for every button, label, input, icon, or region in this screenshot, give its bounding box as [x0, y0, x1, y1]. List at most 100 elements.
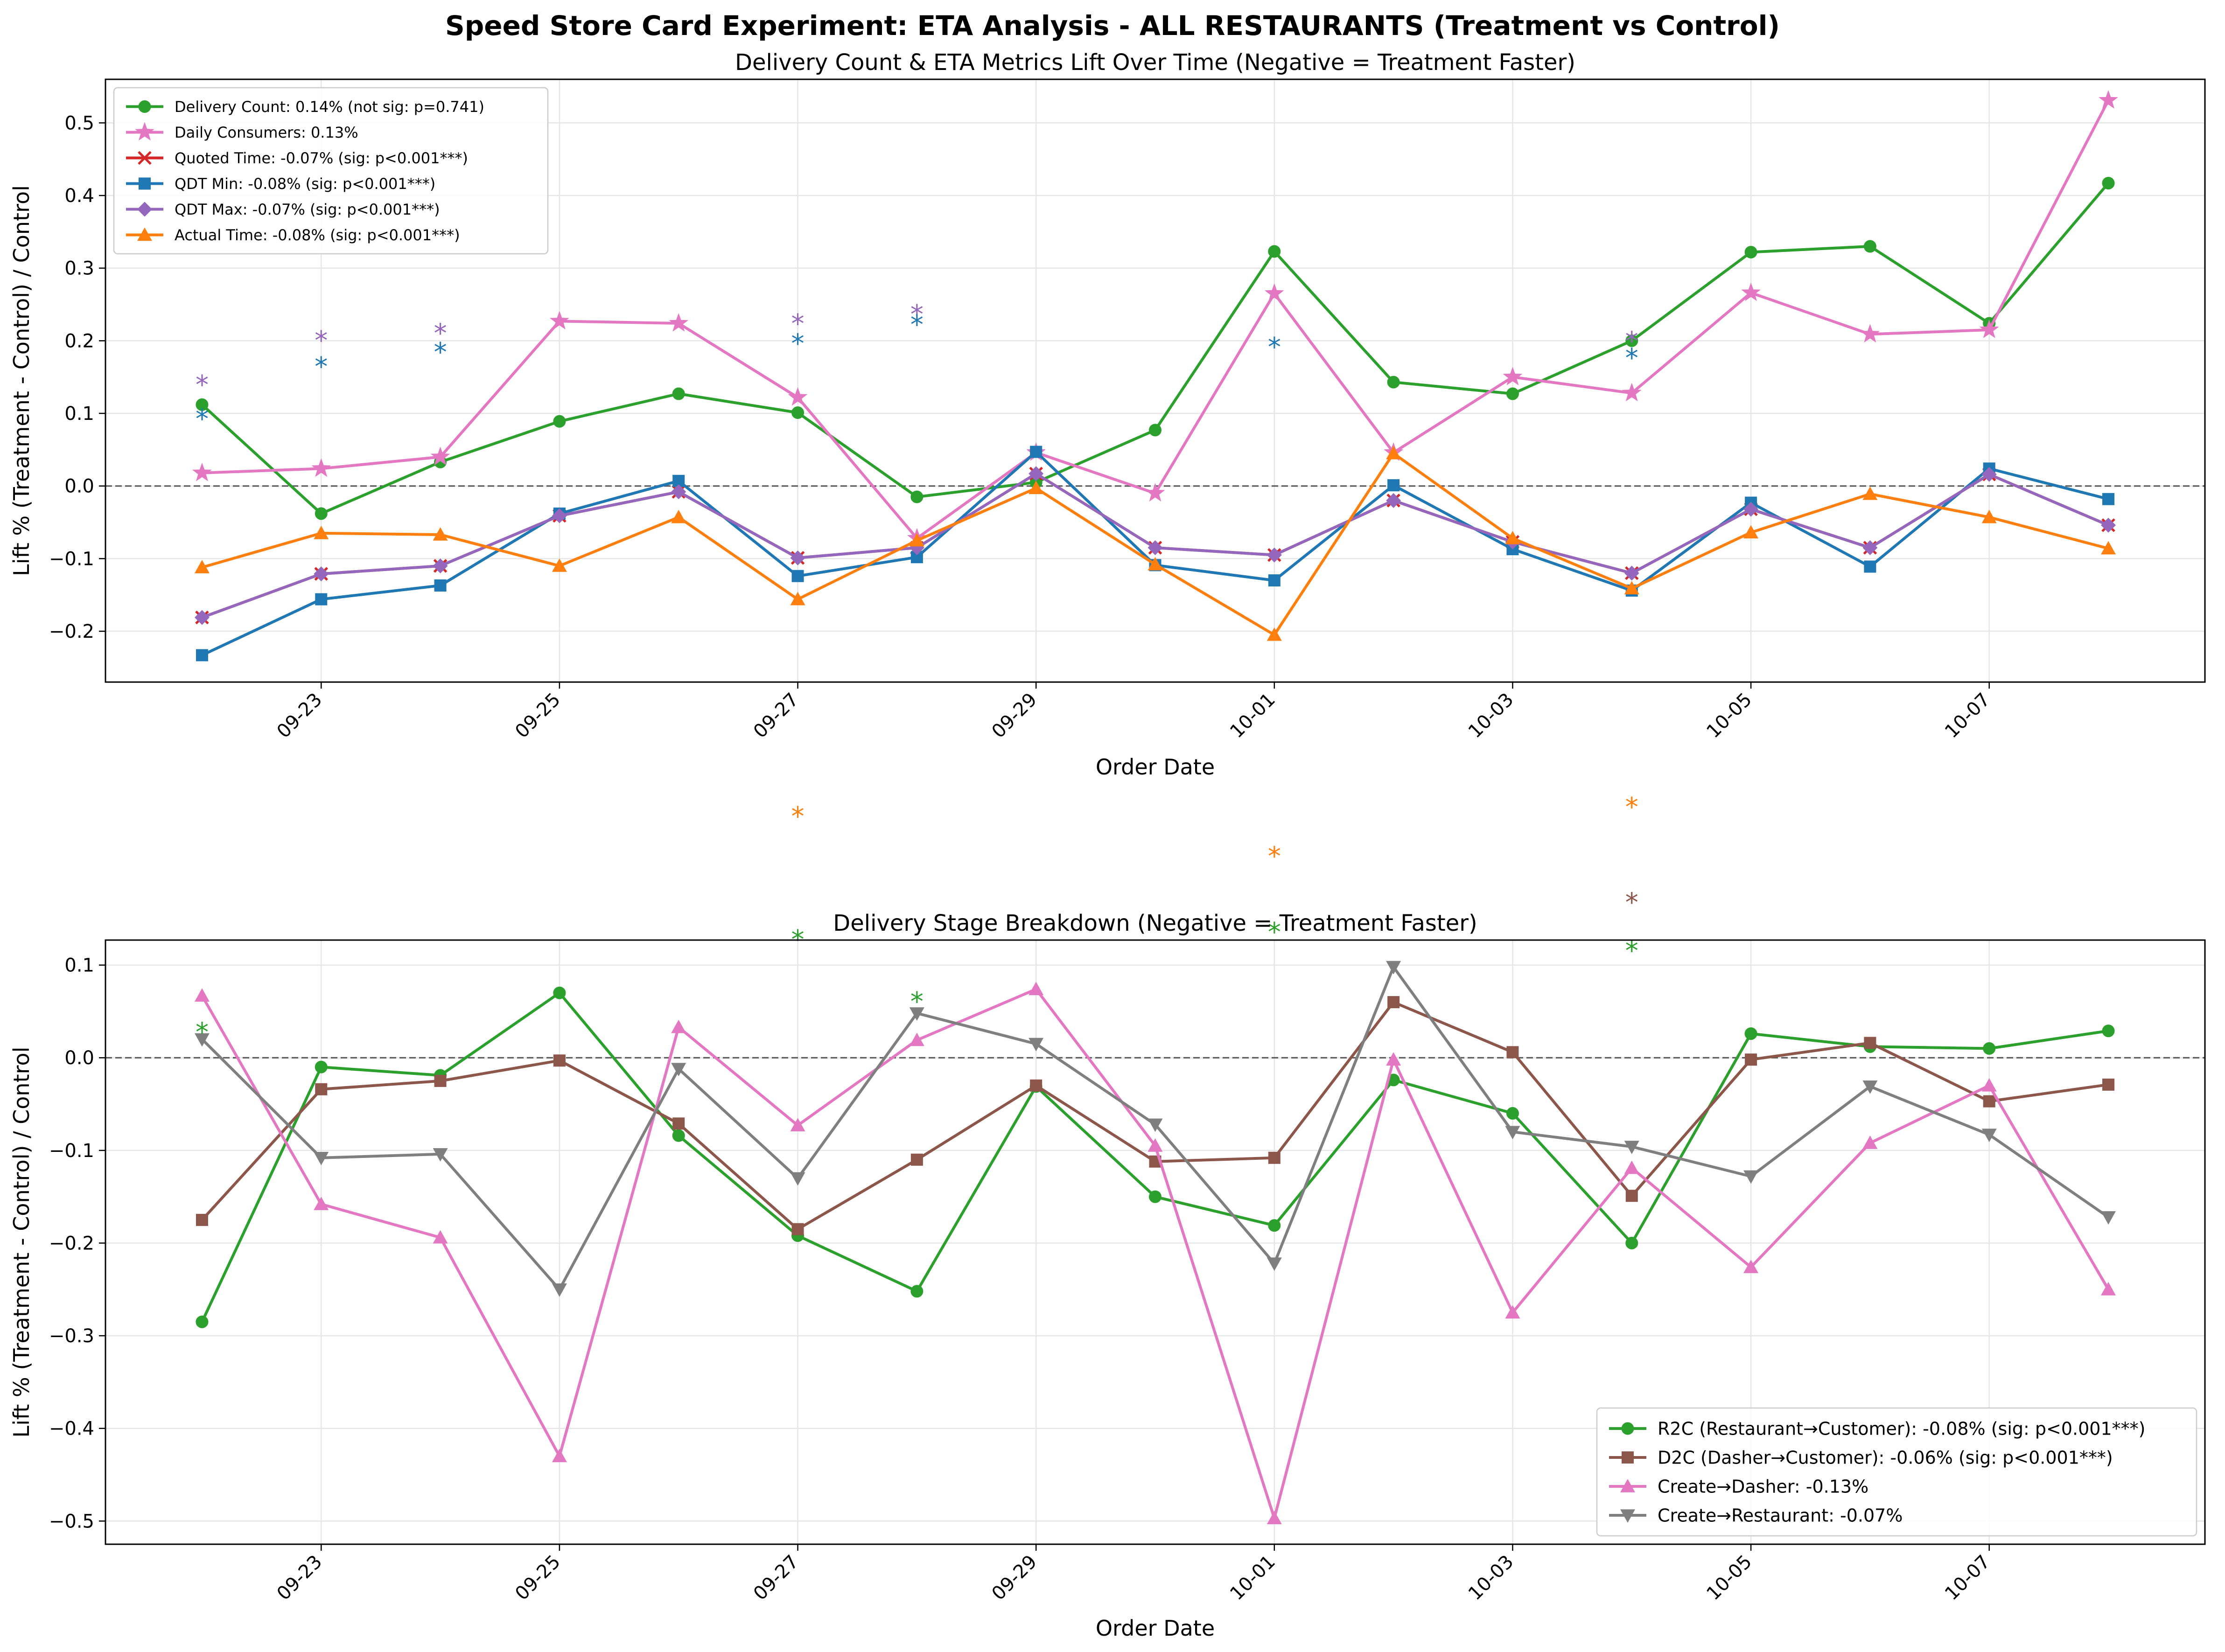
series-3: [194, 961, 2116, 1297]
data-point: [434, 579, 447, 592]
significance-star: *: [791, 309, 805, 339]
significance-star: *: [1268, 841, 1281, 871]
data-point: [1147, 557, 1163, 571]
series-2: [194, 982, 2116, 1525]
data-point: [433, 1148, 448, 1162]
significance-star: *: [910, 310, 924, 340]
legend-marker: [1621, 1422, 1634, 1435]
series-5: [194, 446, 2116, 641]
legend-marker: [137, 227, 152, 241]
data-point: [434, 1074, 447, 1087]
data-point: [1386, 961, 1401, 975]
data-point: [909, 533, 924, 547]
legend-label: R2C (Restaurant→Customer): -0.08% (sig: …: [1658, 1419, 2145, 1439]
data-point: [1266, 547, 1282, 563]
data-point: [194, 988, 210, 1002]
data-point: [1149, 1190, 1161, 1203]
data-point: [1624, 1141, 1639, 1154]
data-point: [433, 527, 448, 541]
legend-label: QDT Min: -0.08% (sig: p<0.001***): [175, 175, 435, 193]
data-point: [790, 1172, 805, 1186]
data-point: [433, 1230, 448, 1244]
data-point: [671, 509, 686, 523]
significance-star: *: [315, 352, 328, 382]
data-point: [1505, 1126, 1520, 1140]
data-point: [2102, 1025, 2115, 1038]
legend: R2C (Restaurant→Customer): -0.08% (sig: …: [1596, 1407, 2197, 1537]
data-point: [552, 558, 567, 572]
figure-title: Speed Store Card Experiment: ETA Analysi…: [445, 10, 1780, 42]
legend-marker: [1622, 1451, 1634, 1464]
legend-label: Delivery Count: 0.14% (not sig: p=0.741): [175, 98, 484, 116]
data-point: [1743, 1170, 1759, 1184]
data-point: [315, 507, 328, 520]
data-point: [2101, 517, 2116, 533]
data-point: [1625, 1236, 1638, 1249]
series-1: [196, 996, 2115, 1235]
data-point: [314, 525, 329, 539]
axes-frame: [105, 78, 2206, 683]
significance-star: *: [196, 404, 209, 434]
legend-marker: [138, 151, 152, 165]
y-tick-label: 0.4: [64, 185, 94, 207]
y-tick-label: 0.1: [64, 955, 94, 976]
data-point: [1386, 493, 1401, 508]
data-point: [194, 1033, 210, 1047]
data-point: [1506, 1046, 1519, 1059]
data-point: [553, 1054, 566, 1067]
data-point: [1266, 1511, 1282, 1525]
data-point: [1981, 509, 1997, 523]
chart-title: Delivery Count & ETA Metrics Lift Over T…: [735, 49, 1575, 76]
significance-star: *: [1268, 917, 1281, 948]
data-point: [1387, 996, 1400, 1009]
data-point: [1864, 560, 1876, 573]
axes-frame: [105, 939, 2206, 1545]
significance-star: *: [1625, 792, 1638, 823]
chart-title: Delivery Stage Breakdown (Negative = Tre…: [833, 910, 1477, 936]
data-point: [1624, 565, 1639, 581]
series-4: [194, 466, 2116, 625]
legend-label: Daily Consumers: 0.13%: [175, 124, 358, 141]
legend-entry: R2C (Restaurant→Customer): -0.08% (sig: …: [1609, 1419, 2145, 1439]
significance-star: *: [434, 318, 447, 349]
data-point: [1862, 1080, 1878, 1094]
data-point: [552, 1283, 567, 1297]
data-point: [1268, 1219, 1281, 1232]
legend-label: D2C (Dasher→Customer): -0.06% (sig: p<0.…: [1658, 1448, 2113, 1468]
y-tick-label: 0.1: [64, 403, 94, 425]
x-axis-label: Order Date: [1096, 754, 1215, 780]
legend: Delivery Count: 0.14% (not sig: p=0.741)…: [113, 87, 549, 255]
legend-marker: [1620, 1509, 1635, 1523]
data-point: [192, 462, 212, 481]
data-point: [1743, 1260, 1759, 1273]
data-point: [1743, 502, 1759, 517]
data-point: [1744, 245, 1757, 258]
data-point: [196, 398, 209, 411]
significance-star: *: [1625, 343, 1638, 373]
data-point: [1864, 1037, 1876, 1049]
y-tick-label: −0.1: [49, 1140, 94, 1162]
data-point: [1268, 245, 1281, 258]
chart-delivery-stages: −0.5−0.4−0.3−0.2−0.10.00.109-23 09-25 09-2…: [9, 792, 2206, 1641]
data-point: [196, 1213, 208, 1226]
legend-label: Create→Dasher: -0.13%: [1658, 1477, 1868, 1497]
data-point: [1266, 627, 1282, 641]
legend-entry: Daily Consumers: 0.13%: [126, 122, 358, 141]
legend-entry: Create→Restaurant: -0.07%: [1609, 1506, 1903, 1526]
data-point: [1981, 1078, 1997, 1092]
data-point: [1029, 982, 1044, 996]
data-point: [1266, 1257, 1282, 1271]
data-point: [433, 558, 448, 573]
y-axis-label: Lift % (Treatment - Control) / Control: [9, 185, 34, 576]
data-point: [791, 570, 804, 582]
significance-star: *: [791, 802, 805, 832]
legend-marker: [137, 202, 152, 217]
significance-star: *: [910, 987, 924, 1017]
data-point: [315, 1083, 328, 1095]
legend-label: Actual Time: -0.08% (sig: p<0.001***): [175, 226, 460, 244]
y-tick-label: −0.1: [49, 548, 94, 570]
y-tick-label: −0.4: [49, 1418, 94, 1440]
legend-box: [1596, 1407, 2197, 1537]
data-point: [1145, 483, 1165, 502]
data-point: [1983, 1042, 1996, 1055]
